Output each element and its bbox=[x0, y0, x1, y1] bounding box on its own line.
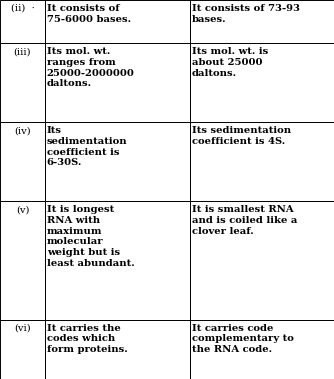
Text: It carries the
codes which
form proteins.: It carries the codes which form proteins… bbox=[47, 324, 128, 354]
Bar bbox=[0, 0, 45, 44]
Bar bbox=[190, 44, 334, 122]
Bar bbox=[0, 122, 45, 201]
Text: (ii)  ·: (ii) · bbox=[11, 4, 34, 13]
Text: It is smallest RNA
and is coiled like a
clover leaf.: It is smallest RNA and is coiled like a … bbox=[192, 205, 297, 236]
Bar bbox=[45, 320, 190, 379]
Bar bbox=[45, 122, 190, 201]
Text: It consists of
75-6000 bases.: It consists of 75-6000 bases. bbox=[47, 4, 131, 23]
Text: It consists of 73-93
bases.: It consists of 73-93 bases. bbox=[192, 4, 300, 23]
Text: (iv): (iv) bbox=[14, 126, 31, 135]
Text: Its sedimentation
coefficient is 4S.: Its sedimentation coefficient is 4S. bbox=[192, 126, 291, 146]
Text: (iii): (iii) bbox=[14, 47, 31, 56]
Bar bbox=[190, 320, 334, 379]
Bar bbox=[190, 201, 334, 320]
Text: (vi): (vi) bbox=[14, 324, 31, 332]
Bar bbox=[45, 201, 190, 320]
Bar bbox=[190, 122, 334, 201]
Bar bbox=[0, 201, 45, 320]
Bar bbox=[45, 0, 190, 44]
Bar bbox=[190, 0, 334, 44]
Text: It is longest
RNA with
maximum
molecular
weight but is
least abundant.: It is longest RNA with maximum molecular… bbox=[47, 205, 135, 268]
Bar bbox=[0, 320, 45, 379]
Text: It carries code
complementary to
the RNA code.: It carries code complementary to the RNA… bbox=[192, 324, 294, 354]
Bar bbox=[0, 44, 45, 122]
Text: Its mol. wt. is
about 25000
daltons.: Its mol. wt. is about 25000 daltons. bbox=[192, 47, 268, 78]
Text: Its mol. wt.
ranges from
25000-2000000
daltons.: Its mol. wt. ranges from 25000-2000000 d… bbox=[47, 47, 135, 88]
Text: (v): (v) bbox=[16, 205, 29, 214]
Bar bbox=[45, 44, 190, 122]
Text: Its
sedimentation
coefficient is
6-30S.: Its sedimentation coefficient is 6-30S. bbox=[47, 126, 127, 168]
